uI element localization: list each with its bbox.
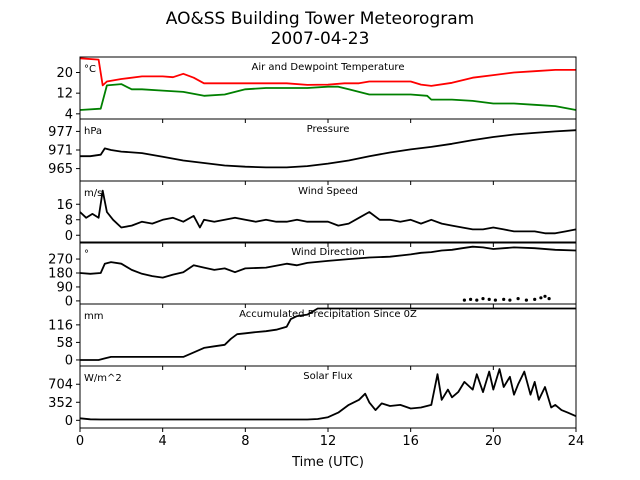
winddir-scatter-point bbox=[508, 298, 512, 302]
panel-solar: 0 352 704 Solar Flux W/m^2 bbox=[48, 365, 577, 432]
winddir-scatter-point bbox=[533, 297, 537, 301]
temperature-panel-title: Air and Dewpoint Temperature bbox=[252, 62, 405, 73]
pressure-panel-title: Pressure bbox=[307, 124, 350, 135]
windspeed-unit-label: m/s bbox=[84, 188, 102, 199]
solar-ytick-label: 352 bbox=[48, 396, 73, 411]
x-tick-label: 16 bbox=[402, 434, 419, 449]
solar-ytick-label: 0 bbox=[65, 414, 73, 429]
winddir-scatter-point bbox=[547, 297, 551, 301]
temperature-ytick-label: 4 bbox=[65, 107, 73, 122]
winddir-scatter-point bbox=[539, 296, 543, 300]
panel-temperature: 4 12 20 Air and Dewpoint Temperature °C bbox=[56, 56, 577, 123]
winddir-panel-title: Wind Direction bbox=[291, 247, 365, 258]
precip-ytick-label: 58 bbox=[56, 336, 73, 351]
precip-ytick-label: 116 bbox=[48, 318, 73, 333]
winddir-scatter-point bbox=[493, 298, 497, 302]
x-axis-label: Time (UTC) bbox=[291, 455, 364, 470]
winddir-ytick-label: 0 bbox=[65, 294, 73, 309]
precip-panel-title: Accumulated Precipitation Since 0Z bbox=[239, 309, 417, 320]
winddir-unit-label: ° bbox=[84, 249, 89, 260]
winddir-scatter-point bbox=[481, 297, 485, 301]
solar-series-line-0 bbox=[79, 368, 577, 421]
figure-title-line2: 2007-04-23 bbox=[271, 29, 370, 49]
winddir-ytick-label: 90 bbox=[56, 280, 73, 295]
precip-ytick-label: 0 bbox=[65, 353, 73, 368]
windspeed-panel-title: Wind Speed bbox=[298, 186, 358, 197]
winddir-scatter-point bbox=[524, 298, 529, 302]
pressure-series-line-0 bbox=[80, 129, 577, 169]
winddir-ytick-label: 180 bbox=[48, 267, 73, 282]
pressure-ytick-label: 971 bbox=[48, 144, 73, 159]
windspeed-ytick-label: 0 bbox=[65, 229, 73, 244]
temperature-ytick-label: 20 bbox=[56, 66, 73, 81]
winddir-series-line-0 bbox=[79, 245, 577, 279]
temperature-series-line-0 bbox=[79, 57, 576, 87]
x-tick-label: 20 bbox=[485, 434, 502, 449]
precip-series-line-0 bbox=[80, 307, 576, 361]
precip-unit-label: mm bbox=[84, 311, 103, 322]
x-tick-label: 24 bbox=[568, 434, 585, 449]
temperature-ytick-label: 12 bbox=[56, 87, 73, 102]
pressure-ytick-label: 977 bbox=[48, 125, 73, 140]
panels-group: 4 12 20 Air and Dewpoint Temperature °C 965 97… bbox=[48, 56, 577, 432]
windspeed-ytick-label: 8 bbox=[65, 213, 73, 228]
pressure-ytick-label: 965 bbox=[48, 162, 73, 177]
figure-title-line1: AO&SS Building Tower Meteorogram bbox=[166, 9, 474, 29]
winddir-scatter-point bbox=[462, 298, 466, 302]
x-tick-label: 8 bbox=[241, 434, 249, 449]
solar-ytick-label: 704 bbox=[48, 378, 73, 393]
x-tick-label: 4 bbox=[159, 434, 167, 449]
windspeed-ytick-label: 16 bbox=[56, 198, 73, 213]
x-axis: 0 4 8 12 16 20 24 bbox=[76, 434, 584, 449]
solar-panel-title: Solar Flux bbox=[303, 371, 353, 382]
windspeed-series-line-0 bbox=[79, 189, 577, 235]
panel-pressure: 965 971 977 Pressure hPa bbox=[48, 118, 577, 185]
winddir-scatter-point bbox=[475, 298, 479, 302]
x-tick-label: 12 bbox=[320, 434, 337, 449]
winddir-scatter-point bbox=[516, 297, 520, 301]
solar-unit-label: W/m^2 bbox=[84, 373, 122, 384]
winddir-scatter-point bbox=[502, 297, 506, 301]
temperature-unit-label: °C bbox=[84, 64, 96, 75]
winddir-ytick-label: 270 bbox=[48, 253, 73, 268]
temperature-series-line-1 bbox=[79, 83, 577, 111]
x-tick-label: 0 bbox=[76, 434, 84, 449]
winddir-scatter-point bbox=[469, 297, 473, 301]
winddir-scatter-point bbox=[487, 297, 491, 301]
winddir-scatter-point bbox=[543, 294, 547, 298]
panel-precip: 0 58 116 Accumulated Precipitation Since 0Z… bbox=[48, 303, 577, 370]
pressure-unit-label: hPa bbox=[84, 126, 102, 137]
